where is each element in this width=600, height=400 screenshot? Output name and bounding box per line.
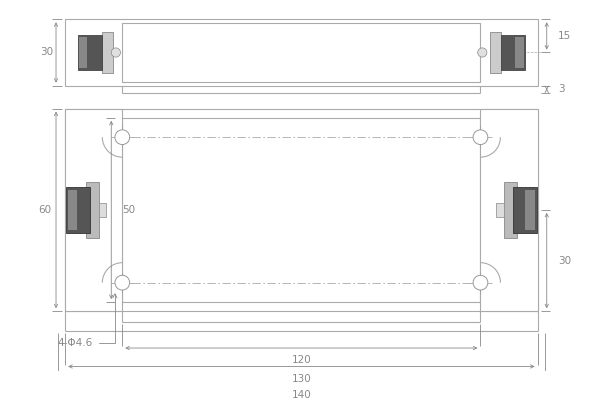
Bar	[68, 190, 77, 230]
Bar	[78, 35, 102, 70]
Circle shape	[115, 275, 130, 290]
Bar	[513, 187, 537, 233]
Bar	[102, 32, 113, 73]
Bar	[526, 190, 535, 230]
Text: 120: 120	[292, 356, 311, 366]
Bar	[79, 37, 88, 68]
Text: 4-Φ4.6: 4-Φ4.6	[58, 294, 117, 348]
Bar	[504, 182, 517, 238]
Bar	[496, 202, 504, 217]
Circle shape	[111, 48, 121, 57]
Text: 140: 140	[292, 390, 311, 400]
Bar	[86, 182, 99, 238]
Bar	[99, 202, 106, 217]
Bar	[490, 32, 501, 73]
Bar	[66, 187, 90, 233]
Bar	[65, 19, 538, 86]
Text: 50: 50	[122, 205, 136, 215]
Text: 30: 30	[40, 48, 53, 58]
Bar	[501, 35, 524, 70]
Bar	[122, 23, 481, 82]
Text: 15: 15	[558, 31, 571, 41]
Text: 30: 30	[558, 256, 571, 266]
Bar	[65, 109, 538, 311]
Circle shape	[478, 48, 487, 57]
Circle shape	[473, 130, 488, 144]
Circle shape	[115, 130, 130, 144]
Bar	[515, 37, 524, 68]
Bar	[481, 109, 538, 311]
Text: 130: 130	[292, 374, 311, 384]
Bar	[122, 118, 481, 302]
Text: 3: 3	[558, 84, 565, 94]
Bar	[65, 109, 122, 311]
Circle shape	[473, 275, 488, 290]
Text: 60: 60	[38, 205, 52, 215]
